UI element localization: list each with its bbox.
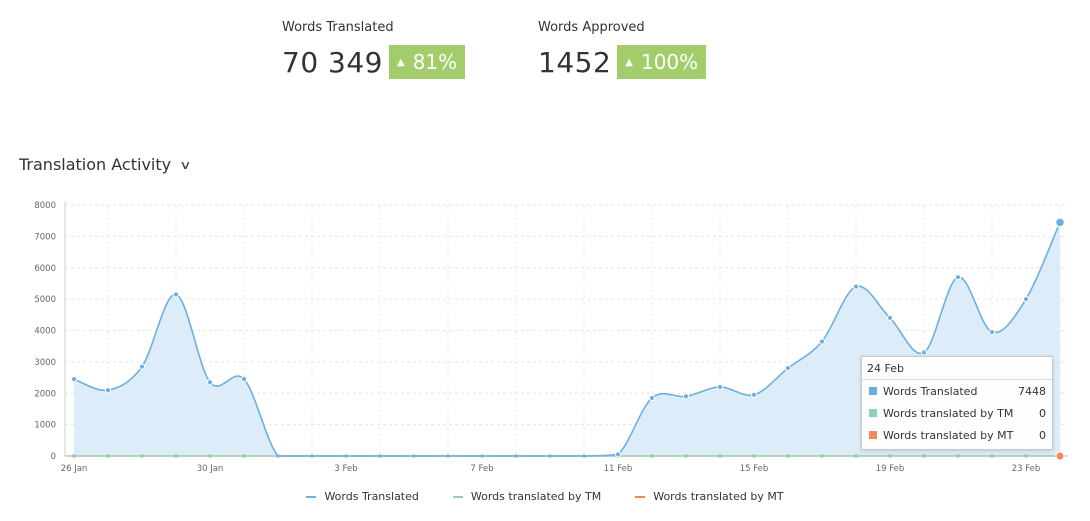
data-point-tm bbox=[718, 454, 722, 458]
x-tick-label: 11 Feb bbox=[604, 464, 633, 474]
data-point-tm bbox=[854, 454, 858, 458]
y-tick-label: 6000 bbox=[34, 264, 56, 274]
legend-label: Words translated by MT bbox=[653, 490, 784, 503]
data-point-words-translated bbox=[988, 328, 996, 336]
data-point-words-translated bbox=[1022, 296, 1030, 303]
tooltip-series-name: Words Translated bbox=[883, 384, 978, 398]
data-point-mt-highlight bbox=[1055, 451, 1065, 461]
data-point-tm bbox=[106, 454, 110, 458]
legend-item-words-translated-by-mt[interactable]: Words translated by MT bbox=[635, 490, 784, 503]
data-point-words-translated bbox=[138, 363, 146, 370]
y-tick-label: 4000 bbox=[34, 327, 56, 337]
data-point-words-translated bbox=[818, 338, 826, 345]
data-point-words-translated bbox=[886, 314, 894, 322]
chevron-down-icon[interactable]: ∨ bbox=[179, 157, 192, 172]
data-point-tm bbox=[684, 454, 688, 458]
section-title: Translation Activity bbox=[19, 155, 172, 174]
legend-label: Words translated by TM bbox=[470, 490, 602, 503]
data-point-tm bbox=[922, 454, 926, 458]
data-point-tm bbox=[956, 454, 960, 458]
data-point-words-translated bbox=[172, 291, 180, 298]
data-point-words-translated bbox=[784, 365, 792, 372]
data-point-words-translated bbox=[750, 391, 758, 398]
data-point-words-translated bbox=[920, 349, 928, 356]
tooltip-series-value: 0 bbox=[1039, 428, 1046, 442]
legend-line-icon bbox=[452, 495, 463, 498]
y-tick-label: 0 bbox=[51, 452, 56, 462]
y-tick-label: 1000 bbox=[34, 421, 56, 431]
x-tick-label: 23 Feb bbox=[1012, 464, 1041, 474]
data-point-tm bbox=[174, 454, 178, 458]
chart-tooltip: 24 Feb Words Translated 7448 Words trans… bbox=[861, 356, 1053, 450]
tooltip-series-value: 0 bbox=[1039, 406, 1046, 420]
change-percent: 100% bbox=[640, 50, 699, 74]
data-point-tm bbox=[990, 454, 994, 458]
tooltip-row: Words translated by MT 0 bbox=[862, 424, 1052, 446]
up-arrow-icon: ▲ bbox=[396, 56, 405, 68]
data-point-words-translated bbox=[852, 283, 860, 290]
up-arrow-icon: ▲ bbox=[625, 56, 633, 68]
data-point-words-translated bbox=[206, 379, 214, 386]
data-point-tm bbox=[242, 454, 246, 458]
data-point-words-translated bbox=[648, 394, 656, 402]
stat-value: 70 349 bbox=[282, 45, 383, 79]
x-tick-label: 30 Jan bbox=[197, 464, 224, 474]
data-point-tm bbox=[650, 454, 654, 458]
legend-item-words-translated[interactable]: Words Translated bbox=[306, 490, 419, 503]
series-swatch bbox=[869, 409, 877, 417]
legend-line-icon bbox=[306, 495, 317, 498]
stat-value: 1452 bbox=[538, 45, 612, 79]
y-tick-label: 8000 bbox=[34, 201, 56, 211]
data-point-words-translated bbox=[954, 274, 962, 281]
series-swatch bbox=[869, 387, 877, 395]
series-area-words-translated bbox=[74, 222, 1060, 456]
data-point-words-translated bbox=[104, 387, 112, 394]
change-badge: ▲ 100% bbox=[617, 45, 707, 79]
y-tick-label: 2000 bbox=[34, 389, 56, 399]
stat-words-approved: Words Approved 1452 ▲ 100% bbox=[538, 20, 707, 79]
x-tick-label: 15 Feb bbox=[740, 464, 769, 474]
data-point-tm bbox=[1024, 454, 1028, 458]
data-point-tm bbox=[752, 454, 756, 458]
change-badge: ▲ 81% bbox=[388, 45, 466, 79]
data-point-words-translated bbox=[614, 451, 622, 458]
data-point-tm bbox=[820, 454, 824, 458]
x-tick-label: 7 Feb bbox=[470, 464, 493, 474]
series-swatch bbox=[869, 431, 877, 439]
stat-label: Words Translated bbox=[282, 20, 394, 35]
data-point-words-translated bbox=[240, 376, 248, 383]
data-point-tm bbox=[888, 454, 892, 458]
tooltip-row: Words translated by TM 0 bbox=[862, 402, 1052, 424]
y-tick-label: 3000 bbox=[34, 358, 56, 368]
data-point-words-translated bbox=[1054, 217, 1066, 228]
x-tick-label: 3 Feb bbox=[334, 464, 357, 474]
chart-legend: Words Translated Words translated by TM … bbox=[0, 490, 1090, 503]
tooltip-series-name: Words translated by MT bbox=[883, 428, 1014, 442]
x-tick-label: 19 Feb bbox=[876, 464, 905, 474]
data-point-words-translated bbox=[716, 383, 724, 391]
tooltip-date: 24 Feb bbox=[862, 357, 1052, 380]
data-point-words-translated bbox=[70, 376, 78, 383]
data-point-tm bbox=[72, 454, 76, 458]
legend-line-icon bbox=[635, 495, 646, 498]
y-tick-label: 5000 bbox=[34, 295, 56, 305]
stat-words-translated: Words Translated 70 349 ▲ 81% bbox=[282, 20, 466, 79]
y-tick-label: 7000 bbox=[34, 232, 56, 242]
change-percent: 81% bbox=[412, 50, 458, 74]
translation-activity-dropdown[interactable]: Translation Activity ∨ bbox=[19, 155, 192, 174]
data-point-tm bbox=[208, 454, 212, 458]
x-tick-label: 26 Jan bbox=[61, 464, 88, 474]
tooltip-row: Words Translated 7448 bbox=[862, 380, 1052, 402]
tooltip-series-value: 7448 bbox=[1018, 384, 1046, 398]
data-point-words-translated bbox=[682, 393, 690, 400]
data-point-tm bbox=[140, 454, 144, 458]
legend-item-words-translated-by-tm[interactable]: Words translated by TM bbox=[452, 490, 602, 503]
data-point-tm bbox=[786, 454, 790, 458]
tooltip-series-name: Words translated by TM bbox=[883, 406, 1014, 420]
legend-label: Words Translated bbox=[324, 490, 419, 503]
series-line-words-translated bbox=[73, 221, 1061, 457]
stat-label: Words Approved bbox=[538, 20, 645, 35]
